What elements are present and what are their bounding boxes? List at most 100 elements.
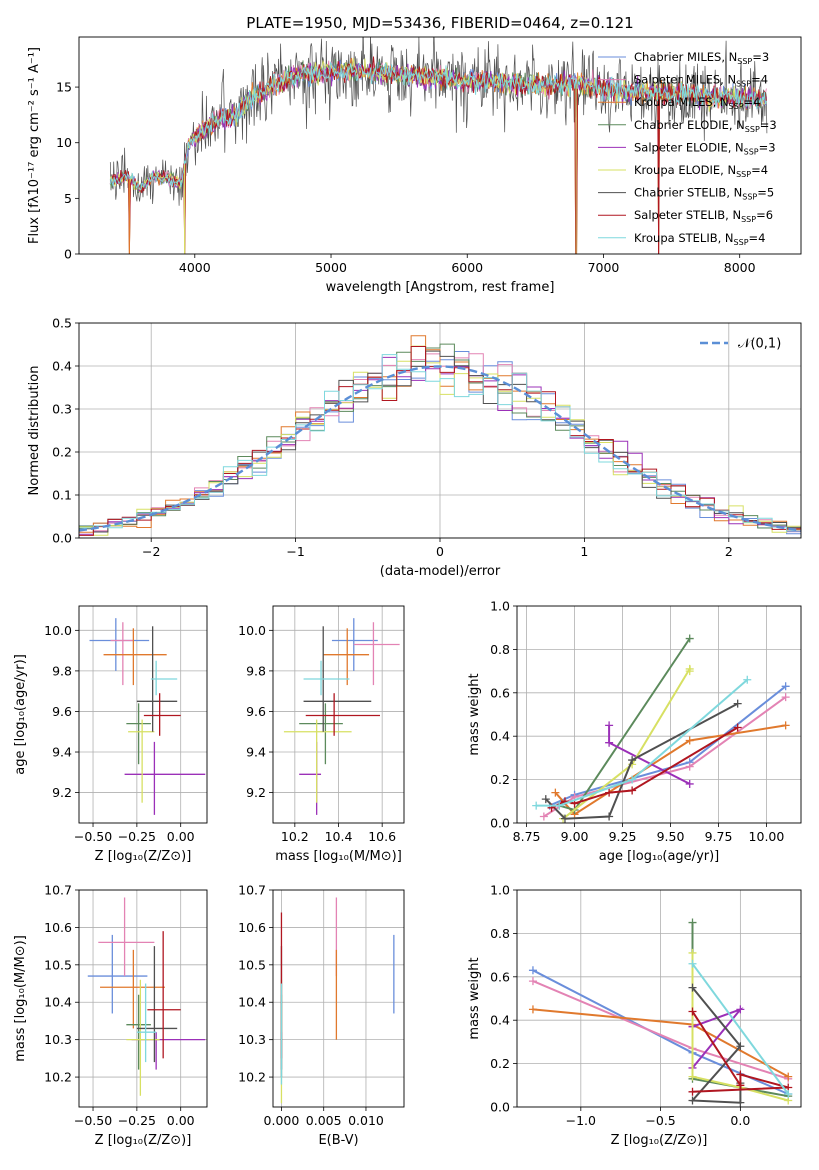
panel-residuals: −2 −1 0 1 2 0.0 0.1 0.2 0.3 0.4 0.5 (data-model)/er… [27,316,802,579]
plot-area [517,890,801,1107]
y-axis-label: mass weight [467,957,482,1039]
weight-marker-6 [628,756,637,765]
y-tick-label: 0.0 [490,1100,510,1115]
legend-value: =6 [756,208,773,222]
panel-age-vs-mass: 10.2 10.4 10.6 9.2 9.4 9.6 9.8 10.0 mass [log₁₀(… [238,605,405,864]
weight-marker-7 [688,1007,697,1016]
x-axis-label: (data-model)/error [380,564,501,579]
weight-marker-6 [733,699,742,708]
weight-marker-8 [743,675,752,684]
x-axis-label: Z [log₁₀(Z/Z⊙)] [95,849,192,864]
y-tick-label: 10.2 [44,1070,72,1085]
panel-mass-vs-ebv: 0.000 0.005 0.010 10.2 10.3 10.4 10.5 10.6 10.7 E… [238,883,405,1148]
legend-value: =4 [751,163,768,177]
y-tick-label: 0 [64,247,72,262]
y-tick-label: 9.4 [246,745,266,760]
legend-subscript: SSP [734,238,749,247]
panel-mass-weight-vs-Z: −1.0 −0.5 0.0 0.0 0.2 0.4 0.6 0.8 1.0 Z [log₁₀(Z/… [467,883,802,1148]
y-tick-label: 0.8 [490,642,510,657]
y-tick-label: 10.4 [44,995,72,1010]
weight-marker-4 [736,1005,745,1014]
axes-frame [516,605,802,824]
x-tick-label: 10.00 [749,829,785,844]
x-tick-label: 0 [436,544,444,559]
plot-area [109,37,768,254]
weight-marker-1 [781,693,790,702]
weight-marker-7 [628,786,637,795]
normal-curve [79,365,801,532]
x-tick-label: 0.00 [167,829,195,844]
x-tick-label: 10.4 [325,829,353,844]
x-axis-label: age [log₁₀(age/yr)] [599,849,720,864]
plot-area [273,890,404,1107]
y-tick-label: 10.7 [44,883,72,898]
x-tick-label: 10.6 [368,829,396,844]
x-tick-label: −0.5 [645,1113,675,1128]
y-tick-label: 10.0 [44,623,72,638]
y-tick-label: 9.8 [52,663,72,678]
y-tick-label: 9.6 [52,704,72,719]
y-tick-label: 10.5 [44,957,72,972]
x-tick-label: −0.50 [74,1113,112,1128]
weight-marker-2 [528,1005,537,1014]
x-tick-label: 0.010 [348,1113,384,1128]
y-tick-label: 9.4 [52,745,72,760]
y-tick-label: 9.2 [246,785,266,800]
x-tick-label: 8.75 [513,829,541,844]
weight-marker-2 [551,788,560,797]
x-tick-label: 0.0 [730,1113,750,1128]
weight-line-8 [691,963,790,1095]
figure-title: PLATE=1950, MJD=53436, FIBERID=0464, z=0… [246,14,633,32]
legend-label-1: Salpeter MILES, NSSP=4 [634,73,768,89]
y-tick-label: 9.6 [246,704,266,719]
legend-value: =5 [757,186,774,200]
legend-value: =3 [752,50,769,64]
x-tick-label: 4000 [179,260,211,275]
weight-marker-6 [688,983,697,992]
weight-marker-7 [736,1070,745,1079]
y-axis-label: Normed distribution [27,366,42,496]
x-tick-label: −0.25 [118,1113,156,1128]
weight-marker-1 [528,977,537,986]
weight-marker-1 [685,762,694,771]
weight-marker-4 [685,779,694,788]
weight-marker-8 [532,801,541,810]
weight-marker-1 [539,812,548,821]
y-tick-label: 0.6 [490,969,510,984]
weight-marker-7 [605,788,614,797]
y-tick-label: 10.3 [238,1032,266,1047]
weight-marker-2 [784,1072,793,1081]
x-tick-label: 5000 [315,260,347,275]
y-tick-label: 0.2 [490,772,510,787]
legend-label-6: Chabrier STELIB, NSSP=5 [634,186,774,202]
axes-frame [78,36,802,255]
y-tick-label: 9.8 [246,663,266,678]
x-tick-label: 9.25 [609,829,637,844]
plot-area [517,606,801,823]
weight-marker-3 [685,634,694,643]
spectrum-line-8 [109,60,767,191]
y-axis-label: Flux [fλ10⁻¹⁷ erg cm⁻² s⁻¹ A⁻¹] [27,47,42,244]
x-tick-label: 0.005 [306,1113,342,1128]
axes-frame [272,605,405,824]
y-axis-label: mass [log₁₀(M/M⊙)] [13,935,28,1062]
weight-marker-8 [628,775,637,784]
y-tick-label: 10.6 [44,920,72,935]
plot-area [79,606,207,823]
x-axis-label: mass [log₁₀(M/M⊙)] [275,849,402,864]
legend-label-7: Salpeter STELIB, NSSP=6 [634,208,773,224]
legend-subscript: SSP [742,193,757,202]
axes-frame [78,889,208,1108]
x-axis-label: wavelength [Angstrom, rest frame] [326,280,555,295]
panel-mass-vs-Z: −0.50 −0.25 0.00 10.2 10.3 10.4 10.5 10.6 10.7 Z … [13,883,208,1148]
y-tick-label: 10.7 [238,883,266,898]
y-tick-label: 0.4 [490,1013,510,1028]
legend-subscript: SSP [737,57,752,66]
x-tick-label: 10.2 [281,829,309,844]
y-tick-label: 0.1 [52,488,72,503]
weight-marker-3 [688,918,697,927]
y-tick-label: 0.6 [490,685,510,700]
weight-marker-4 [605,738,614,747]
plot-area [79,323,801,538]
x-tick-label: 9.50 [657,829,685,844]
